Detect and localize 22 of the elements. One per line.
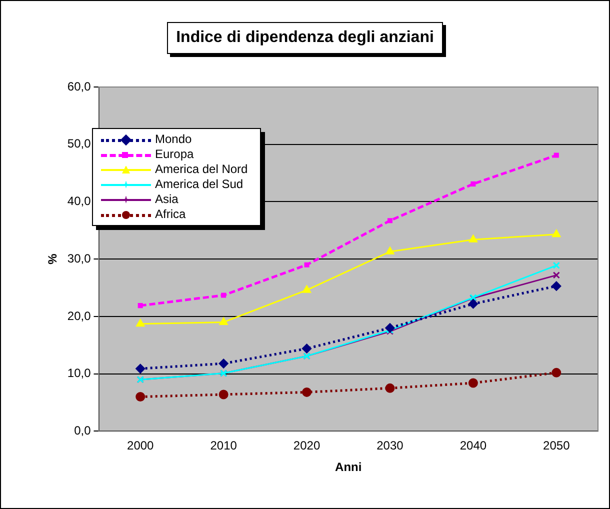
y-tick-label: 50,0: [67, 136, 92, 151]
x-tick-label: 2030: [376, 438, 404, 453]
legend-label: America del Sud: [155, 177, 244, 192]
x-axis-title: Anni: [335, 460, 362, 474]
y-tick-label: 10,0: [67, 366, 92, 380]
legend-label: America del Nord: [155, 162, 248, 177]
y-tick-label: 30,0: [67, 251, 92, 266]
x-tick-label: 2040: [460, 438, 487, 453]
legend-label: Europa: [155, 147, 194, 162]
chart-title: Indice di dipendenza degli anziani: [167, 22, 443, 54]
y-tick-label: 20,0: [67, 308, 92, 323]
y-tick-label: 40,0: [67, 194, 92, 208]
x-tick-label: 2000: [127, 438, 154, 453]
y-tick-label: 60,0: [67, 79, 92, 94]
y-axis-title: %: [46, 253, 60, 264]
x-tick-label: 2050: [543, 438, 570, 453]
legend-label: Mondo: [155, 132, 192, 147]
legend-label: Africa: [155, 207, 186, 222]
legend-label: Asia: [155, 192, 178, 207]
y-tick-label: 0,0: [74, 424, 92, 438]
x-tick-label: 2010: [210, 438, 238, 453]
x-tick-label: 2020: [293, 438, 320, 453]
